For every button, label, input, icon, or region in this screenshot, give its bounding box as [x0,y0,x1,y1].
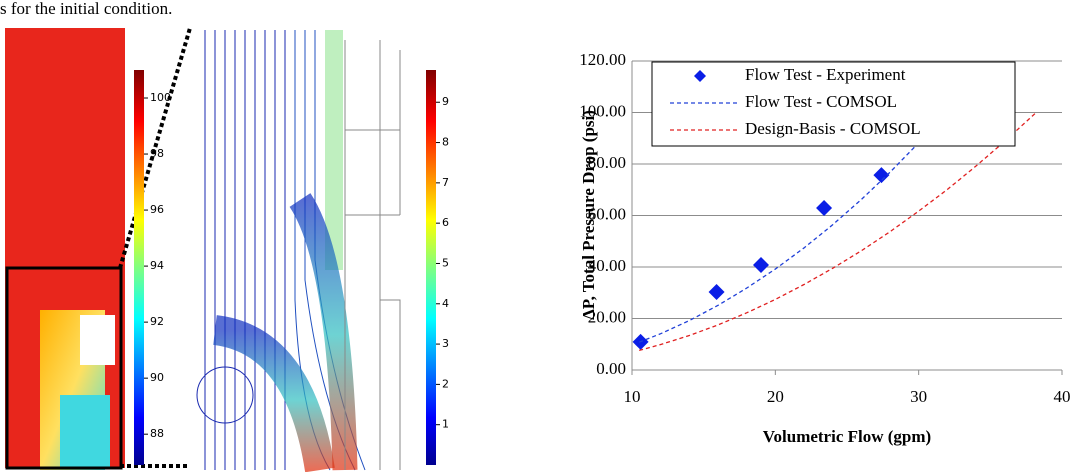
colorbar-tick-label: 6 [442,216,449,229]
colorbar-tick-label: 9 [442,95,449,108]
caption: s for the initial condition. [0,0,172,18]
streamline-field [195,28,415,472]
chart: ΔP, Total Pressure Drop (psi) Volumetric… [579,110,931,446]
x-tick-label: 40 [1054,387,1071,406]
colorbar-tick-label: 88 [150,427,164,440]
marker [816,200,833,217]
legend-label: Design-Basis - COMSOL [745,119,921,138]
colorbar-tick-label: 96 [150,203,164,216]
x-axis-title: Volumetric Flow (gpm) [763,427,931,446]
temperature-field [5,27,192,470]
legend-label: Flow Test - COMSOL [745,92,897,111]
colorbar-tick-label: 7 [442,176,449,189]
colorbar-tick-label: 8 [442,136,449,149]
colorbar [134,70,144,465]
colorbar [426,70,436,465]
x-tick-label: 10 [624,387,641,406]
colorbar-tick-label: 100 [150,91,171,104]
colorbar-tick-label: 2 [442,377,449,390]
colorbar-tick-label: 94 [150,259,164,272]
series-line [638,112,947,343]
legend-label: Flow Test - Experiment [745,65,906,84]
colorbar-tick-label: 90 [150,371,164,384]
y-tick-label: 100.00 [579,101,626,120]
legend-marker [694,70,706,82]
marker [708,283,725,300]
y-tick-label: 80.00 [588,153,626,172]
marker [873,167,890,184]
y-tick-label: 0.00 [596,359,626,378]
colorbar-tick-label: 3 [442,337,449,350]
colorbar-tick-label: 5 [442,256,449,269]
colorbar-tick-label: 98 [150,147,164,160]
x-tick-label: 20 [767,387,784,406]
colorbar-tick-label: 92 [150,315,164,328]
y-axis-title: ΔP, Total Pressure Drop (psi) [579,110,598,320]
marker [753,256,769,273]
y-tick-label: 40.00 [588,256,626,275]
colorbar-tick-label: 1 [442,418,449,431]
series-line [638,112,1037,352]
legend [651,61,1016,147]
y-tick-label: 20.00 [588,307,626,326]
y-tick-label: 120.00 [579,50,626,69]
x-tick-label: 30 [910,387,927,406]
y-tick-label: 60.00 [588,204,626,223]
colorbar-tick-label: 4 [442,297,449,310]
